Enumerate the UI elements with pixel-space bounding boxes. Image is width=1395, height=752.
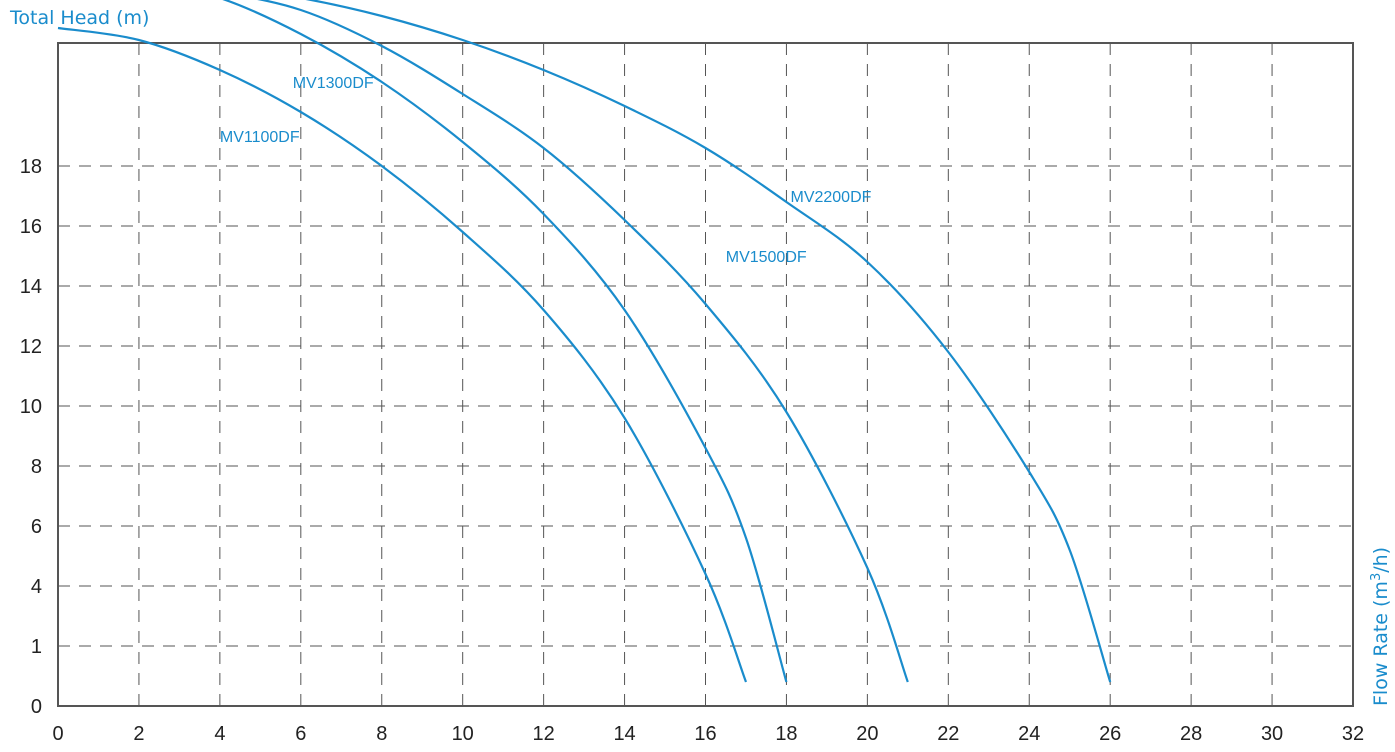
x-tick-label: 30 bbox=[1261, 723, 1283, 745]
x-tick-label: 4 bbox=[214, 723, 225, 745]
y-tick-label: 12 bbox=[20, 336, 42, 358]
performance-curves bbox=[57, 0, 1112, 683]
x-tick-label: 14 bbox=[613, 723, 635, 745]
x-axis-title-end: /h) bbox=[1370, 547, 1392, 573]
x-tick-label: 0 bbox=[52, 723, 63, 745]
x-tick-label: 10 bbox=[452, 723, 474, 745]
x-tick-label: 12 bbox=[533, 723, 555, 745]
curve-label-mv2200df: MV2200DF bbox=[790, 189, 871, 206]
x-tick-label: 28 bbox=[1180, 723, 1202, 745]
y-tick-label: 6 bbox=[31, 516, 42, 538]
x-tick-label: 32 bbox=[1342, 723, 1364, 745]
y-tick-label: 10 bbox=[20, 396, 42, 418]
curve-mv1300df bbox=[222, 0, 788, 683]
y-tick-label: 8 bbox=[31, 456, 42, 478]
y-tick-label: 0 bbox=[31, 696, 42, 718]
y-tick-label: 14 bbox=[20, 276, 42, 298]
x-tick-label: 18 bbox=[775, 723, 797, 745]
x-axis-title-main: Flow Rate (m bbox=[1370, 581, 1392, 706]
y-tick-label: 16 bbox=[20, 216, 42, 238]
x-tick-label: 20 bbox=[856, 723, 878, 745]
curve-mv2200df bbox=[305, 0, 1112, 683]
y-tick-label: 4 bbox=[31, 576, 42, 598]
curve-label-mv1300df: MV1300DF bbox=[293, 75, 374, 92]
x-tick-label: 2 bbox=[133, 723, 144, 745]
y-tick-label: 18 bbox=[20, 156, 42, 178]
x-tick-label: 8 bbox=[376, 723, 387, 745]
curve-mv1100df bbox=[57, 26, 748, 683]
grid-lines bbox=[58, 43, 1353, 706]
x-tick-label: 16 bbox=[694, 723, 716, 745]
x-tick-label: 6 bbox=[295, 723, 306, 745]
plot-frame bbox=[57, 42, 1354, 707]
x-tick-labels: 0 2 4 6 8 10 12 14 16 18 20 22 24 26 28 30 32 bbox=[52, 723, 1364, 745]
x-axis-title: Flow Rate (m3/h) bbox=[1369, 547, 1392, 706]
curve-label-mv1500df: MV1500DF bbox=[726, 249, 807, 266]
curve-label-mv1100df: MV1100DF bbox=[220, 129, 300, 146]
x-tick-label: 22 bbox=[937, 723, 959, 745]
x-tick-label: 26 bbox=[1099, 723, 1121, 745]
curve-labels: MV1100DF MV1300DF MV1500DF MV2200DF bbox=[220, 75, 872, 266]
y-axis-title: Total Head (m) bbox=[9, 7, 149, 29]
y-tick-label: 1 bbox=[31, 636, 42, 658]
curve-mv1500df bbox=[257, 0, 909, 683]
x-tick-label: 24 bbox=[1018, 723, 1040, 745]
x-axis-title-sup: 3 bbox=[1369, 573, 1384, 581]
